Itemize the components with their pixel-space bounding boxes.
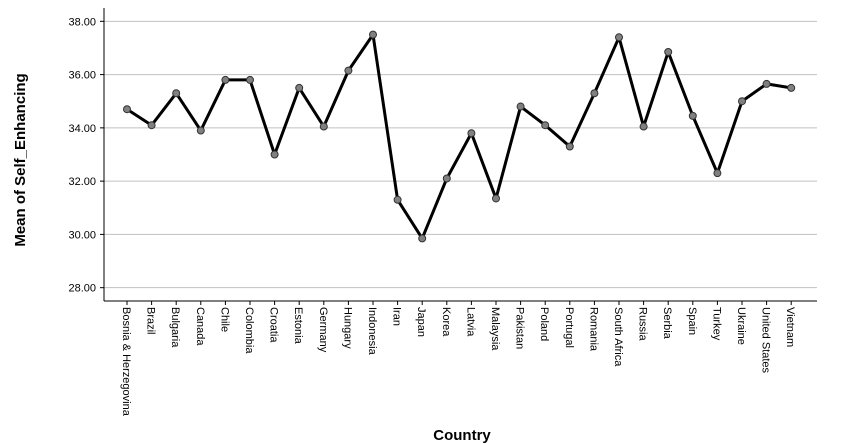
data-point (246, 75, 254, 84)
y-axis-title: Mean of Self_Enhancing (12, 73, 29, 246)
x-tick-label: Hungary (341, 307, 353, 349)
series-line (126, 33, 792, 240)
x-tick-label: Romania (587, 307, 599, 352)
x-tick-label: Ukraine (735, 307, 747, 345)
y-tick-label: 38.00 (68, 16, 96, 28)
data-point (270, 150, 279, 159)
data-point (565, 142, 574, 151)
series-line-layer (126, 33, 792, 240)
data-point (418, 234, 427, 243)
x-tick-label: Poland (538, 307, 550, 341)
data-point (295, 83, 304, 92)
data-point (221, 75, 230, 84)
data-point (713, 169, 722, 178)
data-point (615, 33, 623, 42)
data-point (369, 30, 377, 39)
data-point (196, 126, 205, 135)
x-tick-label: Croatia (268, 307, 280, 343)
x-tick-label: South Africa (612, 307, 624, 367)
x-tick-label: Japan (415, 307, 427, 337)
data-point (172, 89, 181, 98)
data-point (762, 79, 771, 88)
y-tick-label: 36.00 (68, 70, 96, 82)
x-tick-label: Russia (637, 307, 649, 342)
x-tick-label: Serbia (661, 307, 673, 340)
x-tick-label: United States (760, 307, 772, 374)
data-point (516, 102, 525, 111)
x-tick-label: Germany (317, 307, 329, 353)
x-tick-label: Vietnam (784, 307, 796, 347)
x-tick-labels: Bosnia & Herzegovina Brazil Bulgaria Canada… (120, 301, 796, 417)
data-point (393, 195, 402, 204)
x-tick-label: Bulgaria (169, 307, 181, 348)
x-tick-label: Indonesia (366, 307, 378, 356)
gridlines (104, 20, 817, 289)
x-tick-label: Pakistan (514, 307, 526, 349)
data-point (147, 121, 156, 130)
x-tick-label: Latvia (464, 307, 476, 337)
y-tick-label: 30.00 (68, 229, 96, 241)
x-axis-title: Country (433, 427, 491, 444)
x-tick-label: Iran (391, 307, 403, 326)
x-tick-label: Chile (218, 307, 230, 332)
data-point (541, 121, 550, 130)
data-point (492, 194, 500, 203)
data-point (639, 122, 648, 131)
data-point (590, 89, 599, 98)
data-point (344, 66, 353, 75)
y-tick-label: 32.00 (68, 176, 96, 188)
data-point (319, 122, 328, 131)
data-point (787, 83, 796, 92)
x-tick-label: Bosnia & Herzegovina (120, 307, 132, 417)
x-tick-label: Korea (440, 307, 452, 337)
data-point (467, 129, 476, 138)
data-point (738, 97, 746, 106)
data-point (123, 105, 131, 114)
data-point (442, 174, 451, 183)
y-tick-label: 34.00 (68, 123, 96, 135)
data-point (664, 47, 673, 56)
x-tick-label: Spain (686, 307, 698, 335)
y-tick-label: 28.00 (68, 283, 96, 295)
x-tick-label: Canada (194, 307, 206, 346)
x-tick-label: Brazil (145, 307, 157, 335)
x-tick-label: Estonia (292, 307, 304, 345)
x-tick-label: Colombia (243, 307, 255, 354)
axes (103, 8, 817, 302)
data-point-markers (123, 30, 796, 243)
data-point (688, 111, 697, 120)
x-tick-label: Malaysia (489, 307, 501, 351)
x-tick-label: Turkey (710, 307, 722, 341)
x-tick-label: Portugal (563, 307, 575, 348)
y-tick-labels: 28.00 30.00 32.00 34.00 36.00 38.00 (68, 16, 104, 295)
